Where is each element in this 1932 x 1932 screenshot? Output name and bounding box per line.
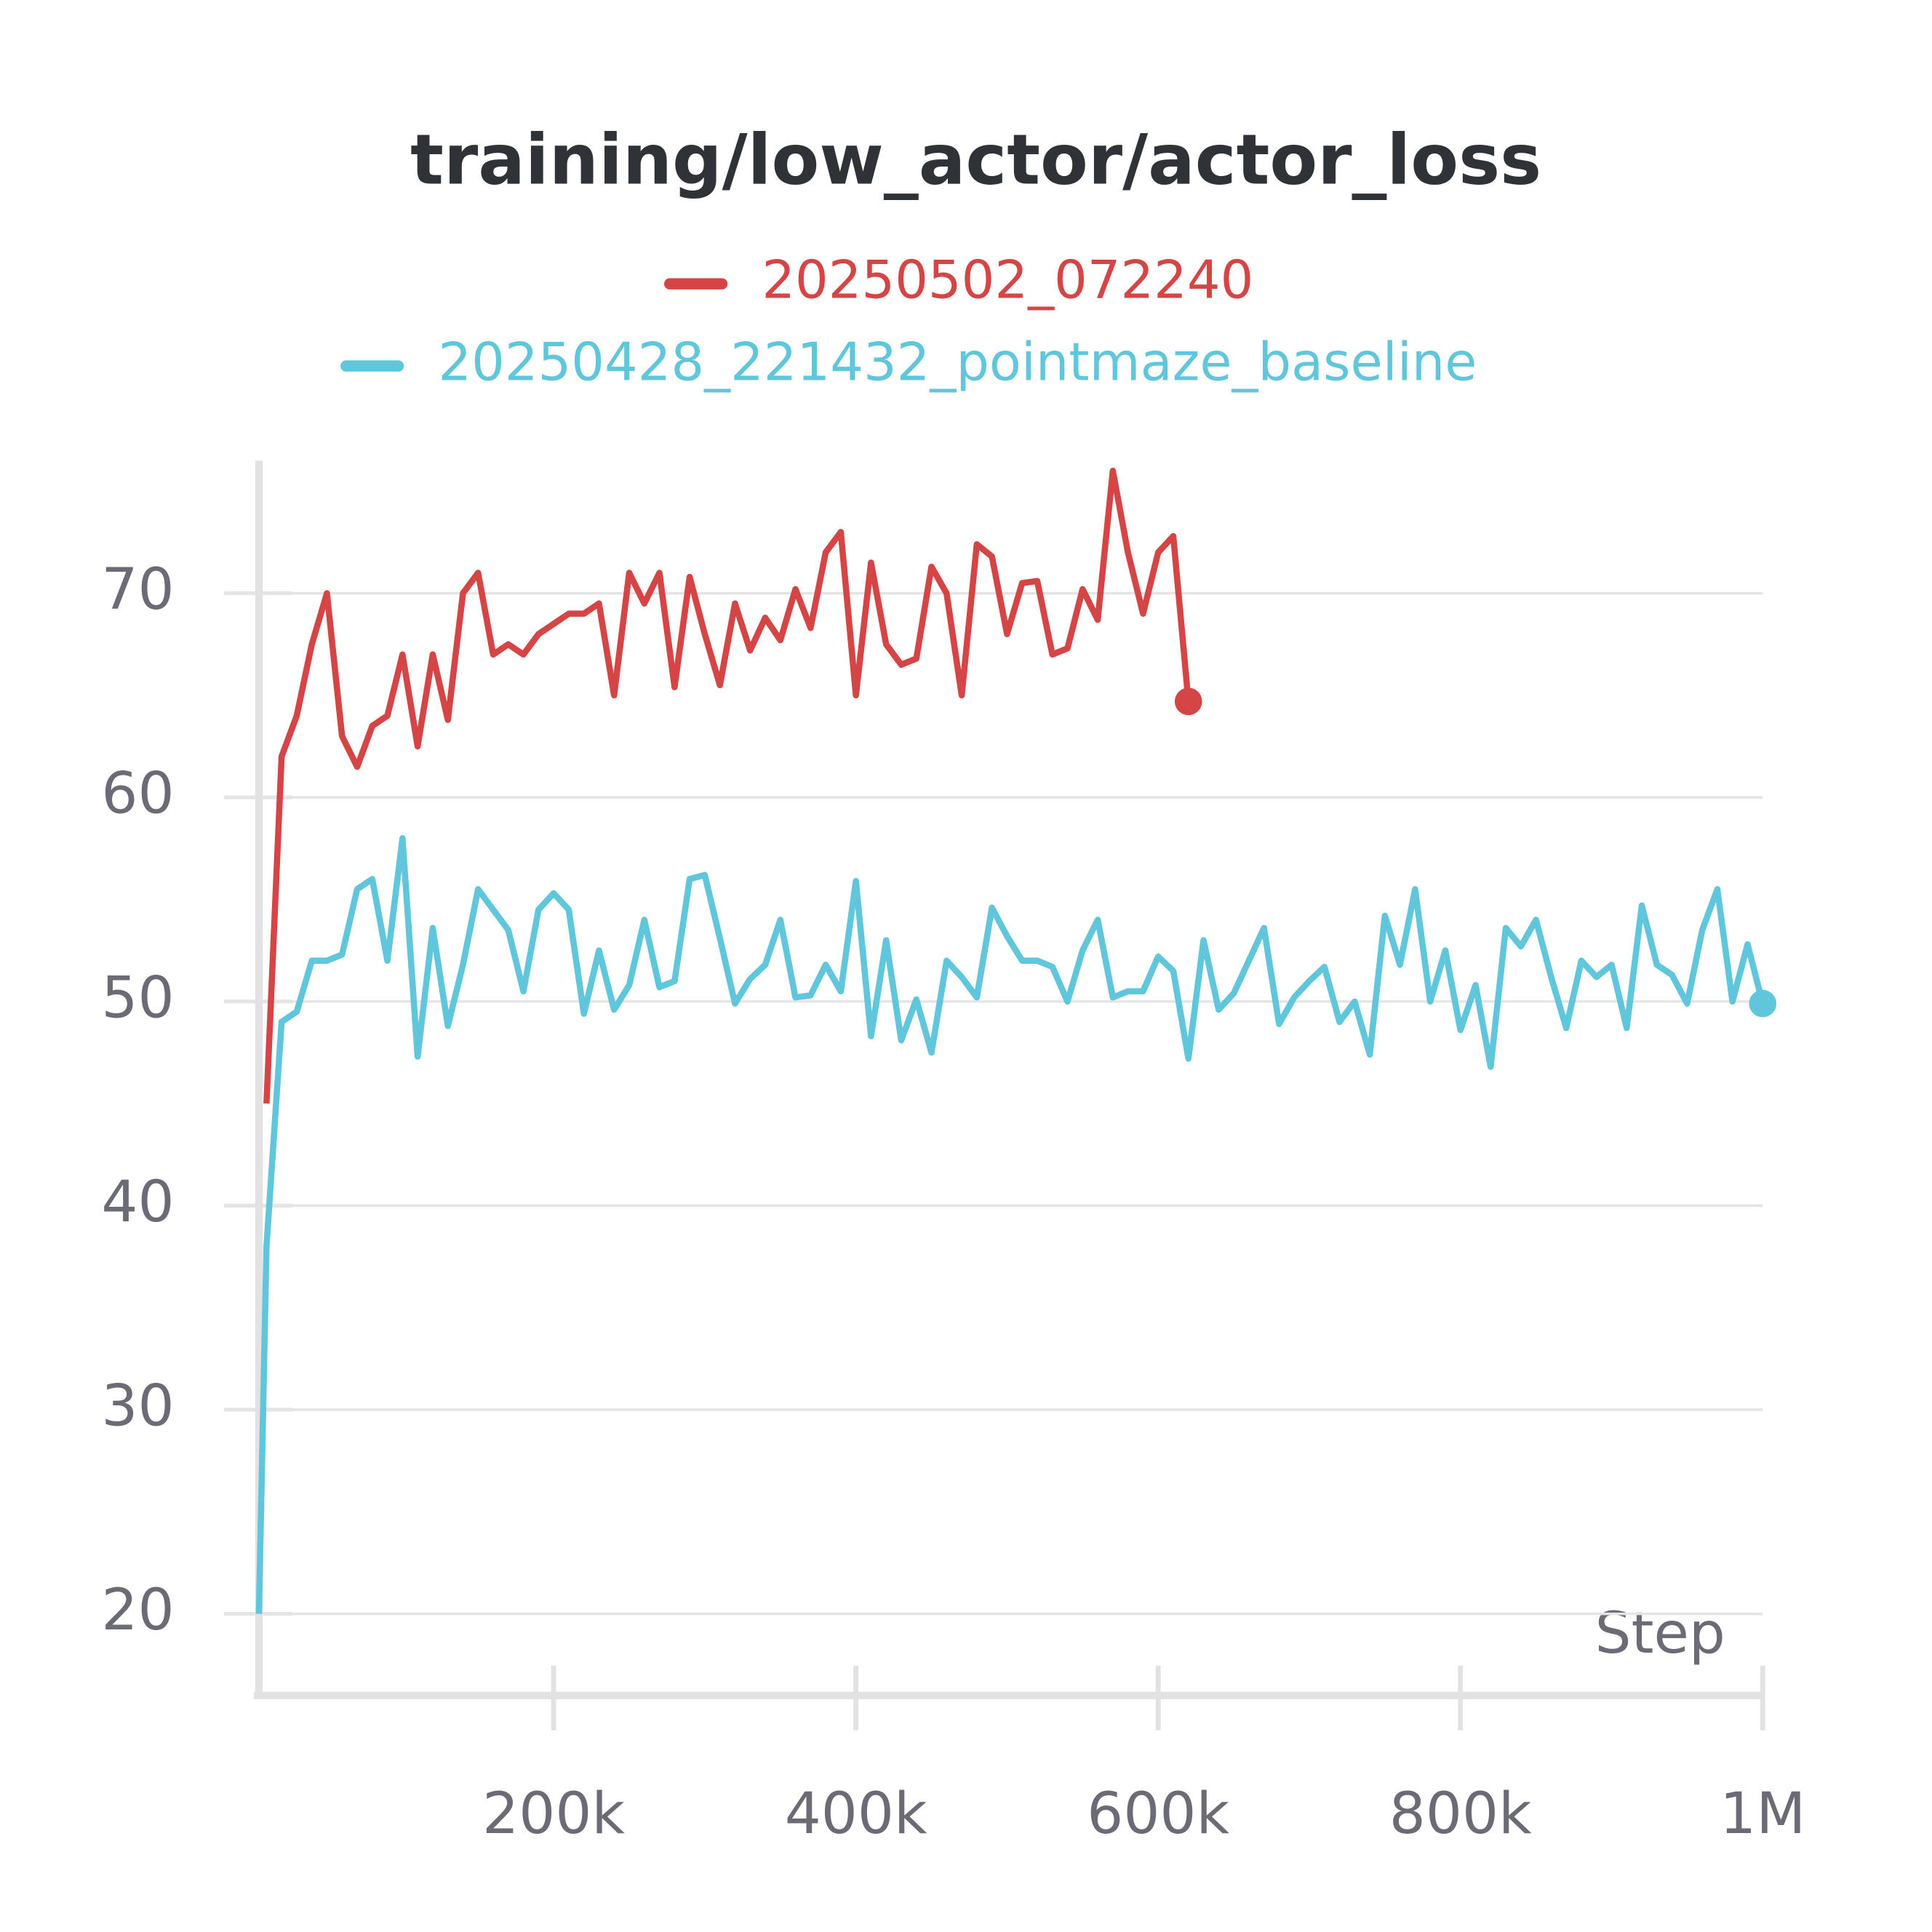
x-tick-label: 1M — [1720, 1780, 1805, 1847]
end-point — [1174, 687, 1202, 716]
y-tick-label: 40 — [101, 1168, 174, 1235]
series-line — [263, 467, 1191, 1104]
y-tick-label: 20 — [101, 1576, 174, 1643]
y-tick-label: 70 — [101, 556, 174, 623]
series-line — [255, 835, 1766, 1614]
y-tick-label: 50 — [101, 964, 174, 1031]
x-tick-label: 600k — [1087, 1780, 1229, 1847]
end-point — [1749, 989, 1777, 1018]
x-tick-label: 400k — [785, 1780, 927, 1847]
legend-label: 20250502_072240 — [762, 250, 1253, 311]
legend-label: 20250428_221432_pointmaze_baseline — [438, 332, 1477, 393]
chart-title: training/low_actor/actor_loss — [410, 119, 1541, 200]
y-tick-label: 60 — [101, 760, 174, 827]
x-tick-label: 800k — [1389, 1780, 1532, 1847]
x-tick-label: 200k — [482, 1780, 625, 1847]
x-axis-label: Step — [1595, 1600, 1725, 1666]
y-tick-label: 30 — [101, 1372, 174, 1439]
